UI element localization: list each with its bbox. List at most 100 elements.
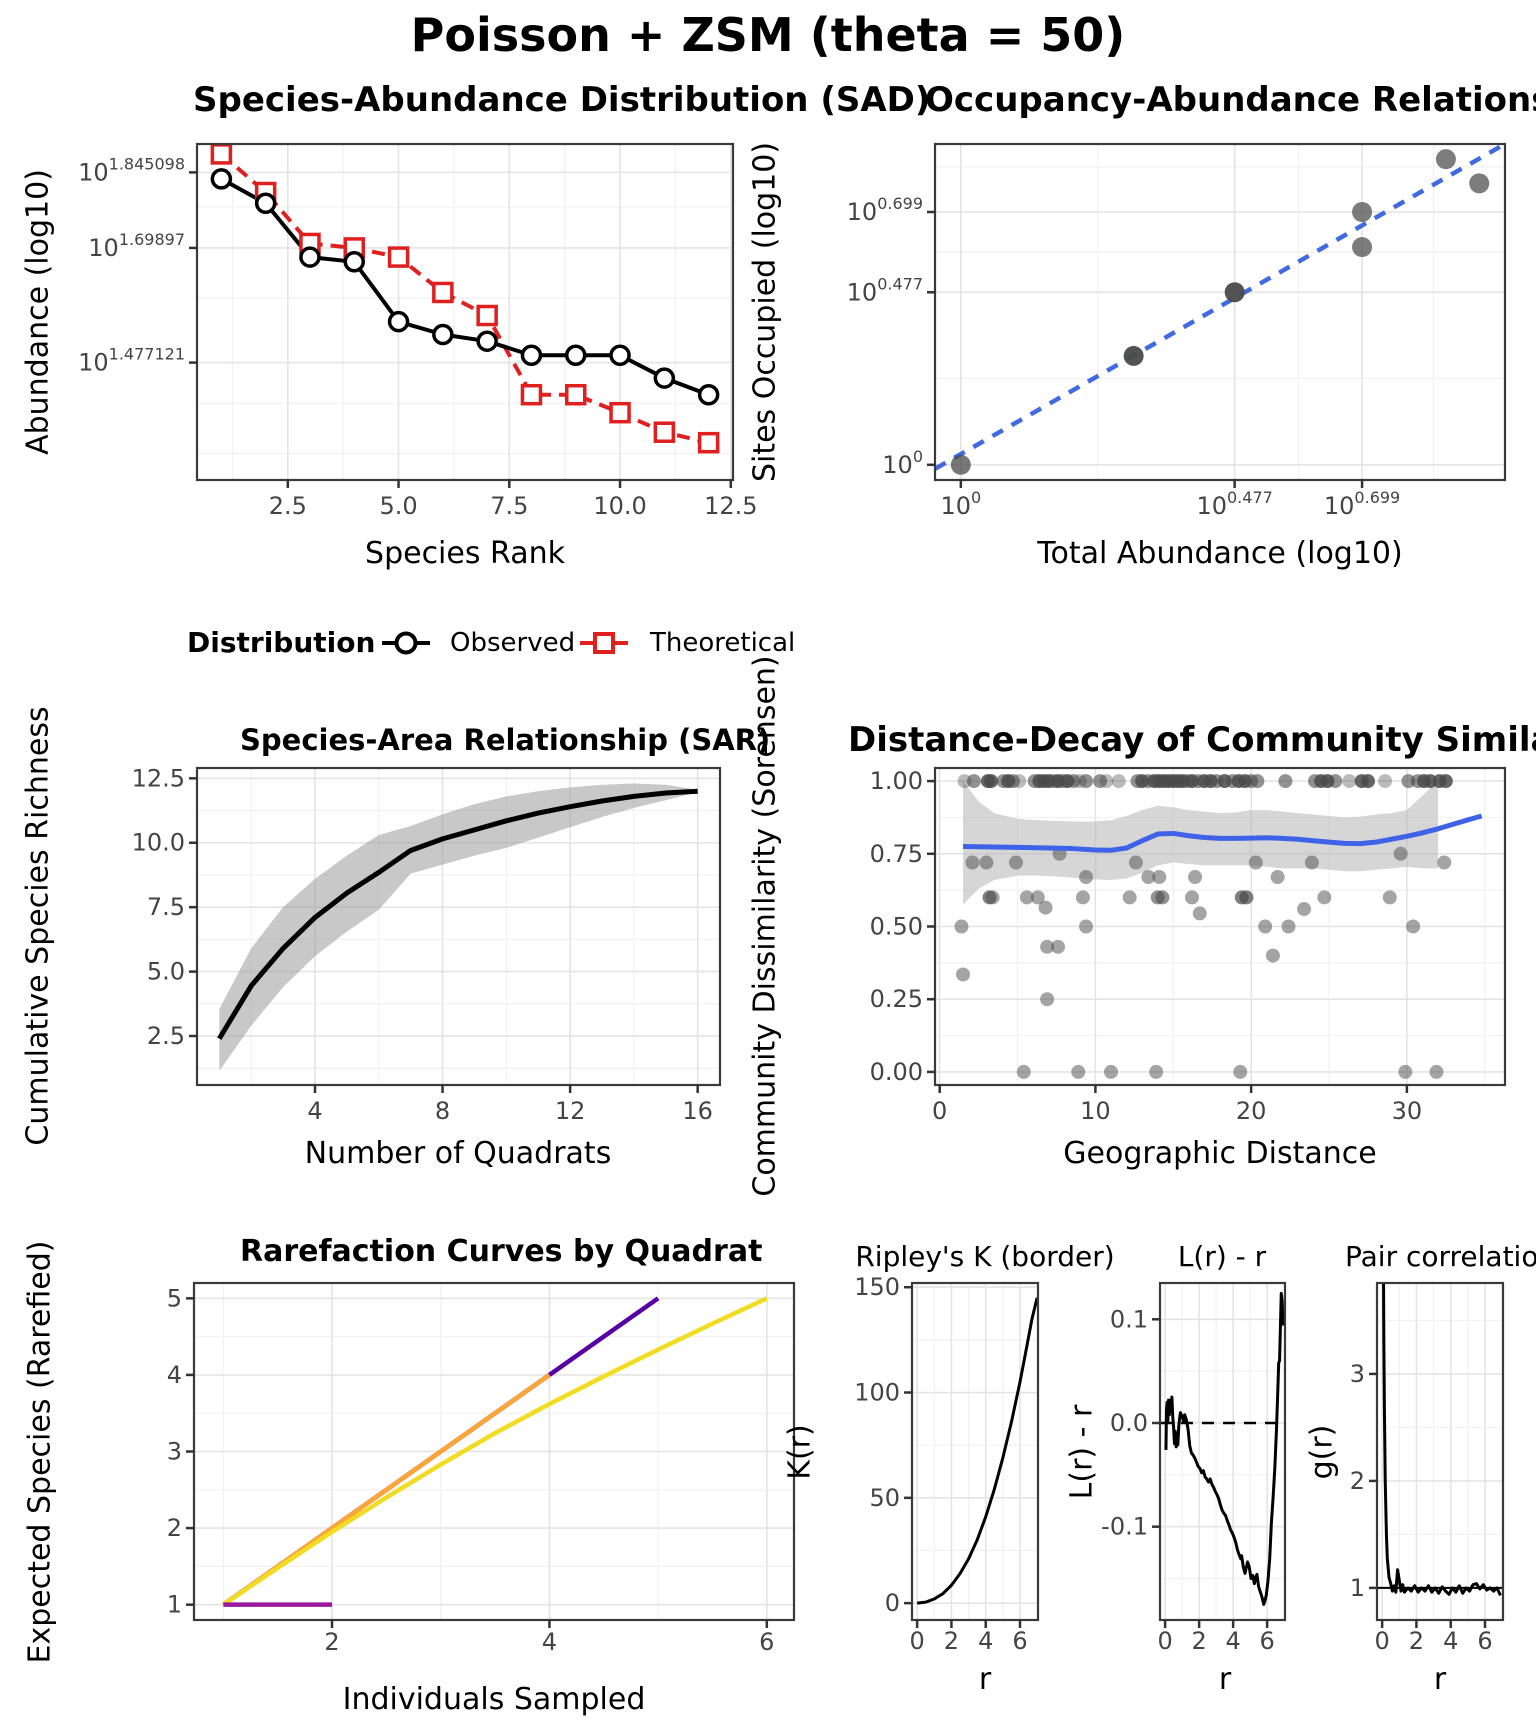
ripley-k-ytick-label: 150: [854, 1273, 900, 1301]
pair-correlation-ytick-label: 2: [1350, 1467, 1365, 1495]
dd-xtick-label: 10: [1080, 1097, 1111, 1125]
rarefaction-ytick-label: 4: [167, 1361, 182, 1389]
ripley-k-xlabel: r: [978, 1662, 992, 1697]
sad-plot-area: [197, 144, 733, 480]
dd-ytick-label: 0.00: [870, 1058, 923, 1086]
sad-xtick-label: 10.0: [593, 492, 646, 520]
dd-ytick-label: 0.50: [870, 913, 923, 941]
sad-ytick-label: 101.477121: [78, 345, 185, 377]
sar-mean: [217, 788, 698, 1040]
smooth-line: [963, 813, 1483, 853]
sad-xlabel: Species Rank: [365, 536, 565, 571]
sar-title: Species-Area Relationship (SAR): [240, 723, 771, 757]
pair-correlation-xlabel: r: [1433, 1662, 1447, 1697]
rarefaction-ytick-label: 1: [167, 1591, 182, 1619]
dd-ytick-label: 0.25: [870, 985, 923, 1013]
oar-xtick-label: 100: [940, 488, 981, 520]
l-function-xlabel: r: [1218, 1662, 1232, 1697]
rarefaction-xtick-label: 6: [759, 1628, 774, 1656]
rarefaction-ylabel: Expected Species (Rarefied): [22, 1240, 58, 1664]
oar-xtick-label: 100.477: [1196, 488, 1272, 520]
oar-xlabel: Total Abundance (log10): [1037, 536, 1403, 571]
oar-plot-area: [935, 144, 1505, 480]
dd-ylabel: Community Dissimilarity (Sorensen): [747, 655, 783, 1197]
ripley-k-plot-area: [912, 1283, 1038, 1620]
sad-title: Species-Abundance Distribution (SAD): [193, 80, 931, 120]
l-function-xtick-label: 4: [1225, 1627, 1240, 1655]
dd-title: Distance-Decay of Community Similarity: [848, 720, 1536, 760]
sar-ci: [219, 783, 698, 1071]
pair-correlation-xtick-label: 0: [1375, 1627, 1390, 1655]
ripley-k-xtick-label: 6: [1012, 1627, 1027, 1655]
oar-title: Occupancy-Abundance Relationship (OAR): [925, 80, 1536, 120]
rarefaction-panel: 2 4 6 1 2 3 4 5: [167, 1281, 796, 1656]
l-curve: [1164, 1291, 1285, 1606]
pair-correlation-ytick-label: 1: [1350, 1574, 1365, 1602]
pair-correlation-ylabel: g(r): [1304, 1424, 1340, 1480]
pair-correlation-xtick-label: 2: [1409, 1627, 1424, 1655]
oar-ytick-label: 100.477: [847, 274, 923, 306]
ripley-k-ytick-label: 100: [854, 1379, 900, 1407]
sar-xlabel: Number of Quadrats: [304, 1136, 612, 1171]
pair-correlation-xtick-label: 6: [1477, 1627, 1492, 1655]
ripley-k-xtick-label: 2: [944, 1627, 959, 1655]
rarefaction-xlabel: Individuals Sampled: [342, 1682, 646, 1717]
observed-legend-icon: [382, 631, 430, 655]
sad-ytick-label: 101.845098: [78, 154, 185, 186]
rarefaction-ytick-label: 2: [167, 1514, 182, 1542]
species-points: [950, 149, 1490, 475]
dd-xtick-label: 30: [1392, 1097, 1423, 1125]
sad-xtick-label: 7.5: [490, 492, 528, 520]
oar-panel: 100 100.477 100.699 100.699 100.477 100: [847, 142, 1507, 520]
rarefaction-ytick-label: 5: [167, 1284, 182, 1312]
fit-line: [935, 144, 1505, 471]
l-function-xtick-label: 6: [1260, 1627, 1275, 1655]
dd-xtick-label: 0: [932, 1097, 947, 1125]
sad-panel: 2.5 5.0 7.5 10.0 12.5 101.845098 101.69897 101.…: [78, 142, 758, 520]
theoretical-legend-icon: [580, 632, 628, 654]
sar-ytick-label: 10.0: [132, 829, 185, 857]
rarefaction-xtick-label: 4: [542, 1628, 557, 1656]
l-function-ytick-label: 0.1: [1110, 1305, 1148, 1333]
l-function-ytick-label: -0.1: [1101, 1513, 1148, 1541]
sar-xtick-label: 8: [435, 1097, 450, 1125]
rarefaction-title: Rarefaction Curves by Quadrat: [240, 1234, 763, 1269]
ripley-k-xtick-label: 0: [910, 1627, 925, 1655]
dd-xtick-label: 20: [1236, 1097, 1267, 1125]
pairwise-points: [954, 774, 1453, 1079]
l-function-plot-area: [1160, 1283, 1285, 1620]
ripley-k-ytick-label: 0: [885, 1589, 900, 1617]
l-function-ytick-label: 0.0: [1110, 1409, 1148, 1437]
ripley-k-xtick-label: 4: [978, 1627, 993, 1655]
l-function-xtick-label: 0: [1157, 1627, 1172, 1655]
oar-ytick-label: 100.699: [847, 194, 923, 226]
sad-xtick-label: 5.0: [379, 492, 417, 520]
sar-ytick-label: 12.5: [132, 764, 185, 792]
oar-xtick-label: 100.699: [1324, 488, 1400, 520]
sar-ylabel: Cumulative Species Richness: [20, 706, 56, 1146]
pair-correlation-xtick-label: 4: [1443, 1627, 1458, 1655]
g-curve: [1382, 1283, 1502, 1597]
dd-panel: 0 10 20 30 0.00 0.25 0.50 0.75 1.00: [870, 766, 1507, 1125]
sad-ytick-label: 101.69897: [88, 230, 185, 262]
pair-correlation-plot-area: [1377, 1283, 1503, 1620]
oar-ylabel: Sites Occupied (log10): [747, 141, 783, 483]
ripley-k-ylabel: K(r): [782, 1424, 818, 1480]
rarefaction-xtick-label: 2: [324, 1628, 339, 1656]
sar-ytick-label: 5.0: [147, 958, 185, 986]
sar-panel: 4 8 12 16 2.5 5.0 7.5 10.0 12.5: [132, 764, 722, 1125]
observed-markers: [210, 168, 720, 406]
sar-xtick-label: 16: [682, 1097, 713, 1125]
figure-title: Poisson + ZSM (theta = 50): [410, 8, 1126, 62]
theoretical-markers: [210, 144, 720, 454]
dd-plot-area: [935, 768, 1505, 1085]
quadrat-yellow: [222, 1296, 768, 1607]
legend-theoretical-label: Theoretical: [650, 628, 796, 658]
sar-plot-area: [197, 768, 720, 1085]
k-curve: [916, 1297, 1038, 1605]
l-function-ylabel: L(r) - r: [1064, 1404, 1100, 1500]
sar-xtick-label: 12: [555, 1097, 586, 1125]
ripley-k-title: Ripley's K (border): [855, 1240, 1115, 1273]
